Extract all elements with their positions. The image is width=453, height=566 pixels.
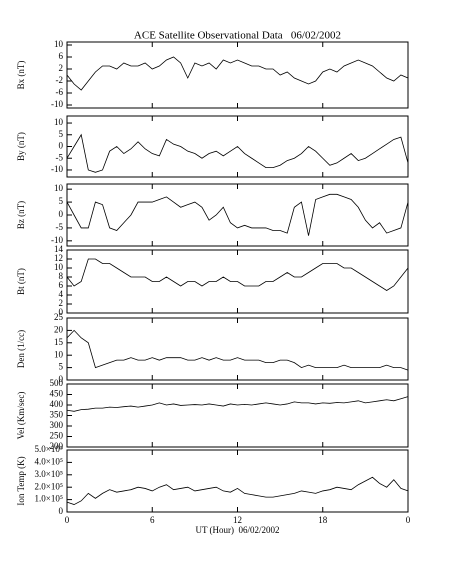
x-tick-label: 0 — [65, 515, 70, 525]
y-tick-label: 6 — [59, 280, 64, 290]
y-tick-label: 0 — [59, 141, 64, 151]
y-tick-label: 5 — [59, 362, 64, 372]
x-tick-label: 0 — [406, 515, 411, 525]
panel-frame — [66, 383, 409, 448]
y-tick-label: -10 — [51, 164, 63, 174]
y-tick-label: 300 — [50, 420, 64, 430]
data-line — [66, 396, 409, 412]
y-tick-label: -6 — [56, 87, 64, 97]
x-tick-label: 12 — [233, 515, 242, 525]
y-tick-label: 400 — [50, 399, 64, 409]
y-tick-label: 450 — [50, 389, 64, 399]
data-line — [66, 193, 409, 236]
x-axis-label: UT (Hour) 06/02/2002 — [195, 525, 279, 535]
y-tick-label: 10 — [54, 183, 64, 193]
panel-frame — [66, 449, 409, 513]
y-tick-label: 8 — [59, 271, 64, 281]
data-line — [66, 133, 409, 173]
y-tick-label: -5 — [56, 152, 64, 162]
y-tick-label: 2 — [59, 63, 64, 73]
y-tick-label: 6 — [59, 51, 64, 61]
y-tick-label: 5 — [59, 129, 64, 139]
y-tick-label: -10 — [51, 235, 63, 245]
y-tick-label: 1.0×10⁵ — [35, 494, 63, 504]
y-axis-label: Ion Temp (K) — [16, 456, 26, 505]
y-tick-label: 20 — [54, 324, 64, 334]
data-line — [66, 329, 409, 371]
y-axis-label: Bt (nT) — [16, 268, 26, 295]
y-tick-label: 25 — [54, 312, 64, 322]
y-axis-label: Den (1/cc) — [16, 330, 26, 368]
panel-frame — [66, 317, 409, 381]
y-tick-label: 10 — [54, 117, 64, 127]
x-tick-label: 18 — [318, 515, 328, 525]
data-line — [66, 476, 409, 505]
y-tick-label: 2 — [59, 298, 64, 308]
y-tick-label: 5 — [59, 196, 64, 206]
y-axis-label: Bx (nT) — [16, 61, 26, 90]
y-tick-label: 10 — [54, 39, 64, 49]
y-tick-label: 10 — [54, 262, 64, 272]
y-axis-label: By (nT) — [16, 132, 26, 161]
y-tick-label: 0 — [59, 209, 64, 219]
y-tick-label: 4.0×10⁵ — [35, 456, 63, 466]
y-tick-label: 4 — [59, 289, 64, 299]
y-tick-label: 12 — [54, 253, 63, 263]
y-tick-label: 200 — [50, 441, 64, 451]
y-tick-label: 14 — [54, 244, 64, 254]
y-tick-label: 250 — [50, 431, 64, 441]
y-tick-label: -2 — [56, 75, 64, 85]
y-tick-label: 350 — [50, 410, 64, 420]
y-tick-label: 0 — [59, 374, 64, 384]
chart-title: ACE Satellite Observational Data 06/02/2… — [134, 30, 341, 42]
y-axis-label: Vel (Km/sec) — [16, 392, 26, 440]
y-tick-label: 2.0×10⁵ — [35, 481, 63, 491]
y-tick-label: 15 — [54, 337, 64, 347]
y-tick-label: -5 — [56, 222, 64, 232]
y-tick-label: 500 — [50, 378, 64, 388]
data-line — [66, 56, 409, 91]
y-tick-label: 3.0×10⁵ — [35, 469, 63, 479]
data-line — [66, 258, 409, 291]
x-tick-label: 6 — [150, 515, 155, 525]
y-axis-label: Bz (nT) — [16, 201, 26, 229]
y-tick-label: -10 — [51, 99, 63, 109]
y-tick-label: 10 — [54, 349, 64, 359]
panel-frame — [66, 41, 409, 109]
y-tick-label: 5.0×10⁵ — [35, 444, 63, 454]
y-tick-label: 0 — [59, 506, 64, 516]
y-tick-label: 0 — [59, 307, 64, 317]
panel-frame — [66, 183, 409, 247]
